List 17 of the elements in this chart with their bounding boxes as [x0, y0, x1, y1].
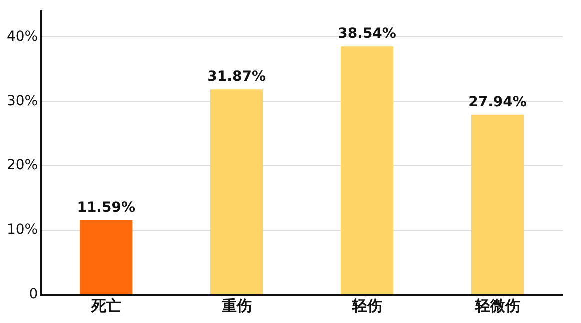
data-label: 27.94% — [468, 94, 527, 111]
x-tick-label: 重伤 — [220, 296, 252, 315]
x-tick-label: 死亡 — [90, 296, 122, 315]
y-tick-label: 0 — [29, 286, 38, 303]
bar — [341, 46, 394, 294]
bar — [471, 114, 524, 294]
data-label: 38.54% — [338, 26, 396, 42]
data-label: 31.87% — [208, 69, 266, 86]
x-tick-label: 轻微伤 — [474, 296, 520, 315]
data-label: 11.59% — [77, 200, 136, 216]
bar — [80, 220, 133, 294]
y-tick-label: 30% — [6, 93, 38, 110]
bar — [210, 90, 264, 294]
y-tick-label: 10% — [6, 222, 38, 238]
x-tick-label: 轻伤 — [351, 296, 382, 315]
y-tick-label: 40% — [6, 28, 38, 45]
y-tick-label: 20% — [6, 158, 38, 174]
